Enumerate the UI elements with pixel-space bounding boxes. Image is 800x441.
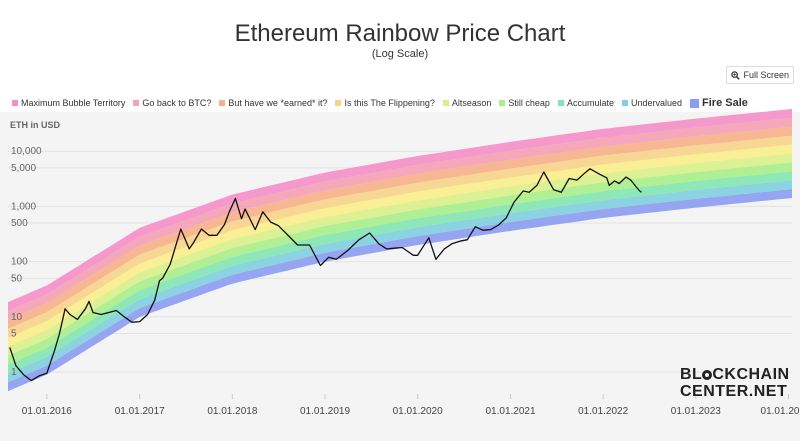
y-tick-label: 10,000 <box>11 146 42 157</box>
x-tick-label: 01.01.2020 <box>393 406 443 417</box>
x-tick-label: 01.01.20 <box>761 406 800 417</box>
legend-swatch <box>12 100 18 106</box>
y-axis-label: ETH in USD <box>10 120 61 130</box>
legend-label: Fire Sale <box>702 97 748 109</box>
magnifier-icon <box>731 70 741 80</box>
y-tick-label: 500 <box>11 218 28 229</box>
x-tick-label: 01.01.2017 <box>115 406 165 417</box>
x-tick-label: 01.01.2021 <box>486 406 536 417</box>
x-tick-label: 01.01.2016 <box>22 406 72 417</box>
eth-price-line <box>9 168 642 382</box>
legend-swatch <box>690 98 700 108</box>
legend-label: Altseason <box>451 98 492 108</box>
legend-label: Go back to BTC? <box>142 98 212 108</box>
y-tick-label: 1 <box>11 367 17 378</box>
legend-item[interactable]: Altseason <box>442 98 492 108</box>
chart-title: Ethereum Rainbow Price Chart <box>234 20 566 47</box>
fullscreen-button[interactable]: Full Screen <box>726 66 794 84</box>
legend-swatch <box>335 100 342 106</box>
x-tick-label: 01.01.2022 <box>578 406 628 417</box>
legend-swatch <box>442 100 449 106</box>
chart-legend: Maximum Bubble Territory Go back to BTC? B… <box>12 94 792 112</box>
x-tick-label: 01.01.2019 <box>300 406 350 417</box>
legend-label: Accumulate <box>566 98 614 108</box>
chart-subtitle: (Log Scale) <box>371 48 429 60</box>
fullscreen-label: Full Screen <box>743 70 789 80</box>
y-tick-label: 100 <box>11 257 28 268</box>
x-tick-label: 01.01.2018 <box>207 406 257 417</box>
y-tick-label: 5,000 <box>11 163 36 174</box>
legend-item[interactable]: Accumulate <box>557 98 614 108</box>
y-tick-label: 1,000 <box>11 201 36 212</box>
x-tick-label: 01.01.2023 <box>671 406 721 417</box>
y-tick-label: 10 <box>11 312 23 323</box>
legend-item[interactable]: But have we *earned* it? <box>219 98 327 108</box>
legend-swatch <box>499 100 506 106</box>
y-tick-label: 5 <box>11 328 17 339</box>
legend-item[interactable]: Maximum Bubble Territory <box>12 98 125 108</box>
legend-label: But have we *earned* it? <box>228 98 328 108</box>
legend-item[interactable]: Fire Sale <box>690 97 748 109</box>
legend-swatch <box>133 100 140 106</box>
legend-swatch <box>621 100 628 106</box>
blockchaincenter-logo: BL CKCHAIN CENTER.NET <box>680 366 790 400</box>
legend-label: Is this The Flippening? <box>344 98 435 108</box>
legend-item[interactable]: Undervalued <box>621 98 683 108</box>
legend-swatch <box>219 100 226 106</box>
legend-item[interactable]: Is this The Flippening? <box>335 98 435 108</box>
legend-swatch <box>557 100 564 106</box>
legend-label: Undervalued <box>630 98 683 108</box>
legend-label: Maximum Bubble Territory <box>21 98 126 108</box>
legend-item[interactable]: Go back to BTC? <box>133 98 211 108</box>
legend-item[interactable]: Still cheap <box>499 98 550 108</box>
y-tick-label: 50 <box>11 273 23 284</box>
legend-label: Still cheap <box>508 98 550 108</box>
